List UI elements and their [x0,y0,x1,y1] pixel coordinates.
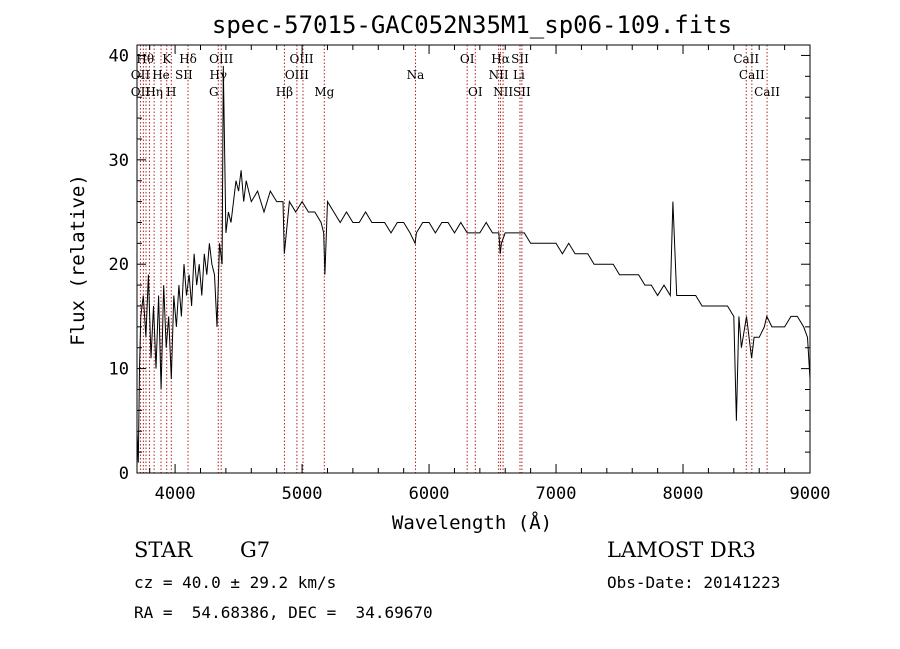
x-tick-label: 5000 [282,484,323,504]
spectral-line-label: SII [175,68,193,82]
y-axis-ticks: 0 10 20 30 40 [109,46,810,484]
spectrum-line [136,65,811,463]
y-tick-label: 40 [109,46,129,66]
object-class: STAR [134,538,193,562]
spectral-line-label: CaII [733,52,759,66]
spectral-line-label: OIII [209,52,233,66]
spectral-line-label: H [166,85,176,99]
x-axis-label: Wavelength (Å) [392,511,552,534]
spectral-line-label: Hθ [136,52,154,66]
x-axis-ticks: 4000 5000 6000 7000 8000 9000 [149,45,831,504]
x-tick-label: 8000 [663,484,704,504]
spectral-line-label: Hγ [209,68,227,82]
y-tick-label: 20 [109,255,129,275]
spectral-line-label: NII [493,85,513,99]
spectral-line-label: Hβ [276,85,293,99]
spectral-line-label: OI [468,85,483,99]
spectral-line-label: Hα [491,52,510,66]
spectral-line-label: SII [511,52,529,66]
spectral-line-label: Mg [314,85,334,99]
spectral-line-markers [139,45,768,473]
survey-name: LAMOST DR3 [607,538,756,562]
coordinates-readout: RA = 54.68386, DEC = 34.69670 [134,603,433,622]
spectral-line-label: Na [407,68,425,82]
x-tick-label: 7000 [536,484,577,504]
spectral-line-label: OIII [290,52,314,66]
x-tick-label: 4000 [155,484,196,504]
spectral-line-label: G [209,85,219,99]
spectral-line-label: CaII [754,85,780,99]
spectral-line-label: OII [131,85,151,99]
x-tick-label: 6000 [409,484,450,504]
spectral-line-label: OII [131,68,151,82]
spectral-line-label: Hη [145,85,163,99]
spectral-line-label: He [152,68,170,82]
spectral-line-label: OI [460,52,475,66]
spectrum-series [136,65,811,463]
y-tick-label: 30 [109,151,129,171]
plot-frame [136,44,811,474]
y-tick-label: 0 [119,464,129,484]
spectral-line-label: K [162,52,172,66]
object-subclass: G7 [240,538,271,562]
spectral-line-label: OIII [285,68,309,82]
y-tick-label: 10 [109,360,129,380]
observation-date: Obs-Date: 20141223 [607,573,781,592]
spectral-line-label: CaII [739,68,765,82]
redshift-readout: cz = 40.0 ± 29.2 km/s [134,573,337,592]
spectral-line-label: Hδ [179,52,197,66]
spectral-line-label: NII [489,68,509,82]
spectral-line-label: SII [513,85,531,99]
chart-title: spec-57015-GAC052N35M1_sp06-109.fits [212,11,732,39]
x-tick-label: 9000 [790,484,831,504]
spectral-line-label: Li [513,68,525,82]
y-axis-label: Flux (relative) [67,174,89,346]
